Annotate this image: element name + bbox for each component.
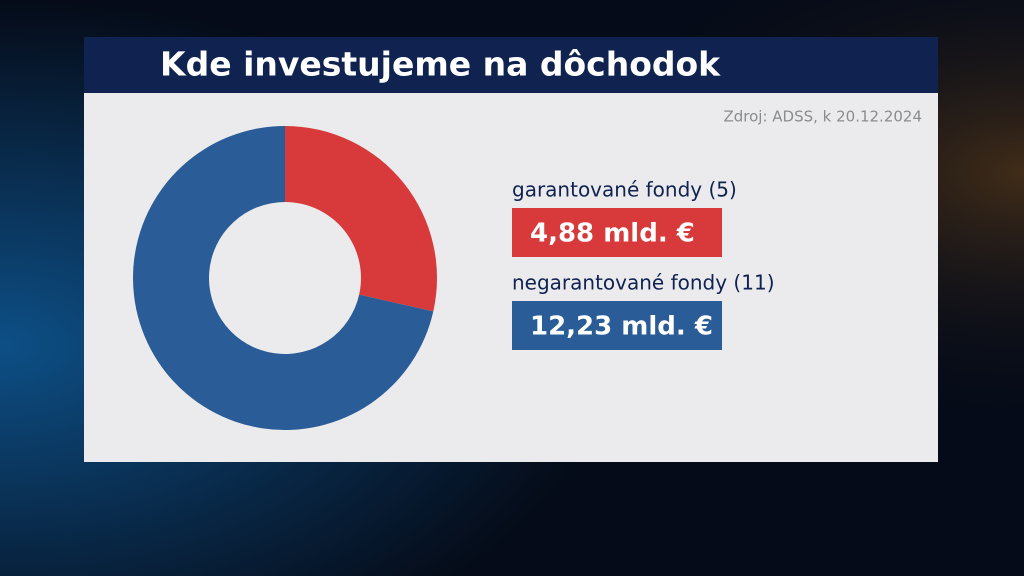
value-box <box>512 301 722 350</box>
donut-segment <box>285 126 437 312</box>
value-box <box>512 208 722 257</box>
legend-label: garantované fondy (5) <box>512 178 737 202</box>
donut-segment <box>133 126 434 431</box>
source: Zdroj: ADSS, k 20.12.2024 <box>723 108 922 126</box>
value-label: 12,23 mld. € <box>530 312 713 342</box>
legend-label: negarantované fondy (11) <box>512 271 775 295</box>
chart-title: Kde investujeme na dôchodok <box>160 45 721 84</box>
value-label: 4,88 mld. € <box>530 219 695 249</box>
title-bar <box>84 37 938 93</box>
